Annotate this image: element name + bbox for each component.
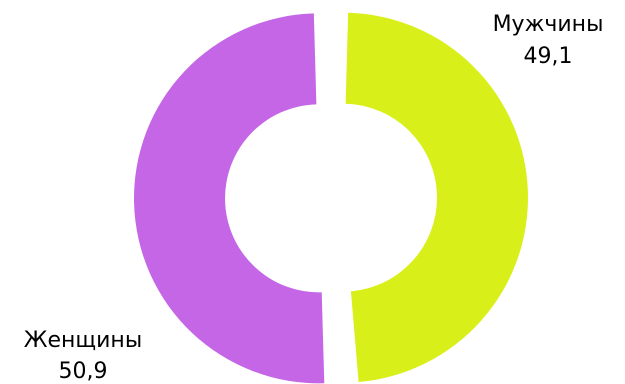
slice-label-value-men: 49,1: [524, 44, 573, 69]
slice-label-name-women: Женщины: [24, 328, 142, 353]
donut-slices: [134, 12, 528, 384]
donut-slice-men: [345, 12, 528, 383]
slice-label-name-men: Мужчины: [493, 12, 604, 37]
slice-label-value-women: 50,9: [59, 359, 108, 384]
donut-slice-women: [134, 13, 325, 384]
